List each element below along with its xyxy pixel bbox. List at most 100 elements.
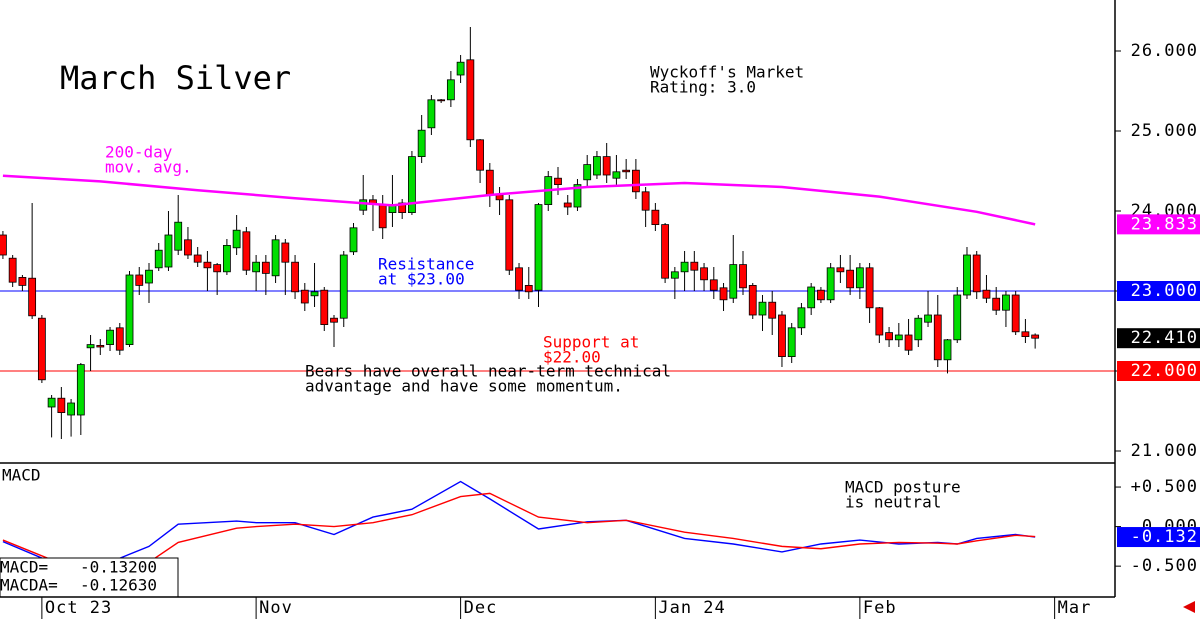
candle-body	[0, 234, 7, 256]
axis-value-box	[1117, 214, 1200, 235]
candle-body	[135, 274, 144, 286]
candle-body	[729, 264, 738, 299]
macd-title: MACD	[2, 466, 41, 485]
x-tick-label: Jan 24	[658, 598, 725, 618]
candle-body	[515, 267, 523, 291]
candle-body	[563, 202, 572, 208]
candle-body	[378, 204, 387, 229]
candle-body	[37, 317, 46, 381]
candle-body	[817, 289, 825, 301]
candle-body	[232, 229, 241, 249]
candle-body	[992, 297, 1001, 311]
x-tick-label: Mar	[1058, 598, 1092, 618]
overlay: 21.00022.00023.00024.00025.00026.000Resi…	[0, 41, 1200, 619]
candle-body	[106, 329, 114, 346]
candle-body	[787, 327, 796, 357]
candle-body	[894, 334, 903, 341]
candle-body	[330, 317, 338, 323]
candle-body	[943, 339, 952, 361]
annotation: Wyckoff's Market	[650, 63, 804, 82]
candle-body	[807, 286, 816, 309]
candle-body	[524, 284, 533, 293]
candle-body	[641, 191, 650, 211]
axis-value-label: -0.132	[1131, 527, 1198, 547]
candle-body	[261, 261, 270, 274]
y-tick-label: 25.000	[1131, 121, 1198, 141]
candle-body	[164, 234, 173, 268]
candle-body	[1011, 294, 1020, 333]
candle-body	[47, 397, 56, 408]
candle-body	[855, 267, 864, 289]
candle-body	[748, 284, 757, 316]
candle-body	[310, 291, 319, 297]
candle-body	[271, 239, 280, 277]
candle-body	[359, 199, 368, 211]
candle-body	[242, 231, 251, 271]
candle-body	[115, 327, 124, 351]
candle-body	[778, 314, 786, 357]
scroll-arrow[interactable]	[1183, 601, 1195, 613]
candle-body	[456, 61, 465, 76]
x-tick-label: Nov	[259, 598, 293, 618]
candle-body	[846, 269, 855, 289]
axis-value-label: 23.833	[1131, 214, 1198, 234]
price-panel	[0, 27, 1115, 439]
candle-body	[719, 287, 728, 301]
candle-body	[300, 289, 309, 304]
candle-body	[476, 139, 484, 171]
candle-body	[885, 332, 893, 341]
candle-body	[670, 271, 679, 279]
candle-body	[213, 264, 222, 273]
candle-body	[554, 177, 562, 185]
candle-body	[972, 254, 981, 293]
reference-label: $22.00	[543, 348, 601, 367]
y-tick-label: +0.500	[1131, 477, 1198, 497]
axis-value-box	[1117, 328, 1200, 349]
candle-body	[953, 294, 962, 341]
candle-body	[485, 169, 494, 196]
candle-body	[96, 344, 105, 348]
legend-value: -0.13200	[80, 558, 157, 577]
candle-body	[281, 242, 290, 263]
candle-body	[125, 274, 134, 345]
macd-panel	[2, 480, 1036, 571]
y-tick-label: 26.000	[1131, 41, 1198, 61]
candle-body	[446, 79, 455, 101]
candle-body	[651, 209, 660, 225]
candle-body	[437, 99, 446, 102]
annotation: advantage and have some momentum.	[305, 377, 623, 396]
reference-label: at $23.00	[378, 270, 465, 289]
reference-label: Support at	[543, 333, 639, 352]
candle-body	[534, 204, 543, 291]
candle-body	[622, 169, 631, 173]
x-tick-label: Feb	[863, 598, 897, 618]
legend-name: MACDA=	[0, 576, 58, 595]
candle-body	[349, 227, 358, 253]
candle-body	[875, 307, 884, 336]
candle-body	[865, 267, 874, 309]
candle-body	[1021, 331, 1030, 337]
candle-body	[8, 257, 17, 283]
candle-body	[680, 261, 689, 273]
candle-body	[982, 289, 991, 299]
reference-label: Resistance	[378, 255, 474, 274]
candle-body	[18, 276, 27, 286]
candle-body	[709, 279, 718, 291]
candle-body	[739, 264, 747, 289]
axis-value-box	[1117, 281, 1200, 301]
candle-body	[28, 277, 37, 317]
candle-body	[593, 156, 601, 176]
candle-body	[933, 314, 942, 361]
candle-body	[154, 249, 163, 269]
candle-body	[602, 156, 611, 176]
candle-body	[222, 244, 231, 273]
candle-body	[1002, 294, 1010, 311]
candle-body	[573, 184, 582, 208]
candle-body	[1031, 334, 1040, 339]
candle-body	[86, 344, 95, 349]
candle-body	[583, 164, 592, 181]
candle-body	[67, 402, 75, 416]
candle-body	[339, 254, 348, 319]
axis-value-label: 23.000	[1131, 281, 1198, 301]
